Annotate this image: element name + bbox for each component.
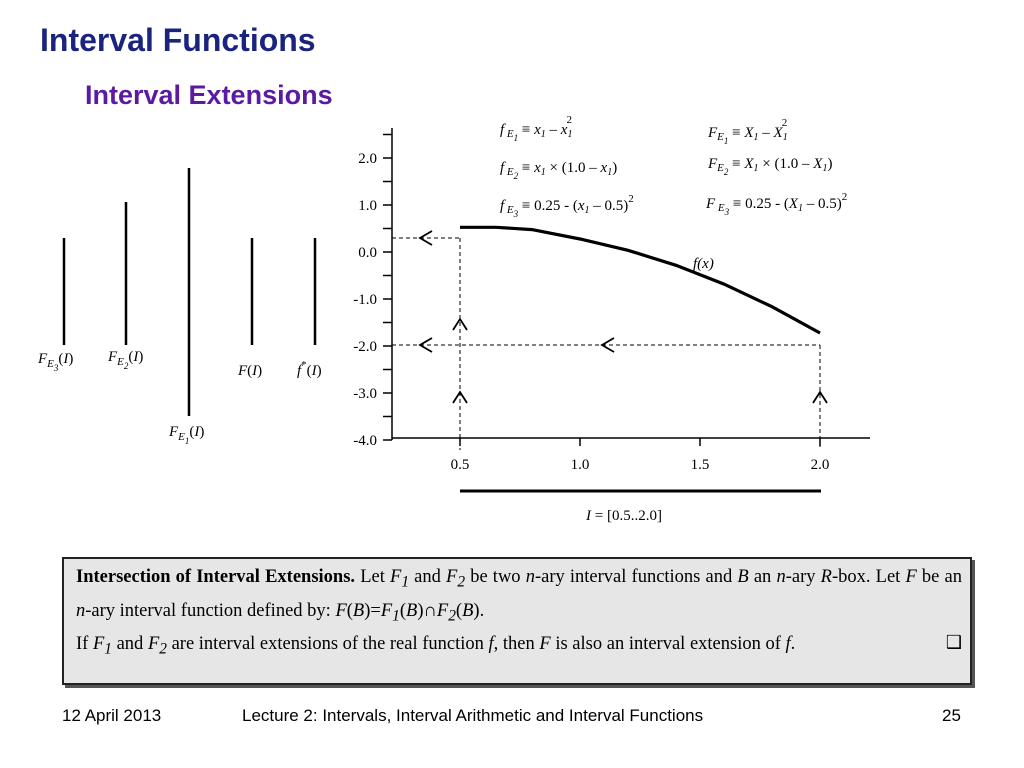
y-tick-label: 2.0: [358, 151, 377, 167]
x-tick-label: 2.0: [811, 457, 830, 473]
formula-FE1: FE1 ≡ X1 – X12: [707, 117, 788, 146]
y-ticks: 2.0 1.0 0.0 -1.0 -2.0 -3.0 -4.0: [353, 133, 392, 449]
theorem-text: is also an interval extension of: [550, 634, 786, 655]
theorem-var: n: [776, 567, 786, 587]
theorem-var: n: [525, 567, 535, 587]
theorem-var: n: [76, 600, 86, 621]
footer-date: 12 April 2013: [62, 706, 162, 725]
theorem-text: an: [748, 567, 777, 587]
theorem-definition: F(B)=F1(B)∩F2(B).: [335, 600, 485, 625]
theorem-var: F: [539, 634, 551, 655]
theorem-text: are interval extensions of the real func…: [166, 634, 489, 655]
label-fstar: f*(I): [297, 359, 322, 379]
label-fe3: FE3(I): [37, 351, 73, 373]
theorem-var: R: [820, 567, 832, 587]
formula-fe1: f E1 ≡ x1 – x12: [500, 114, 572, 143]
curve-label: f(x): [693, 256, 714, 272]
label-fe1: FE1(I): [168, 424, 204, 446]
theorem-var: F: [390, 567, 402, 587]
y-tick-label: -1.0: [353, 292, 377, 308]
theorem-text: be an: [916, 567, 962, 587]
theorem-text: -ary interval functions and: [534, 567, 738, 587]
y-tick-label: -4.0: [353, 433, 377, 449]
theorem-sub: 2: [159, 641, 167, 659]
y-tick-label: 1.0: [358, 198, 377, 214]
x-tick-label: 1.5: [691, 457, 710, 473]
function-curve: [460, 225, 821, 335]
theorem-var: F: [446, 567, 458, 587]
theorem-sub: 1: [104, 641, 112, 659]
theorem-var: B: [737, 567, 749, 587]
arrow-up-left-1: [452, 317, 468, 331]
slide-subtitle: Interval Extensions: [85, 80, 333, 110]
theorem-var: f: [488, 634, 494, 655]
footer-page-number: 25: [942, 706, 961, 725]
formula-fe3: f E3 ≡ 0.25 - (x1 – 0.5)2: [500, 193, 634, 219]
arrow-up-left-2: [452, 390, 468, 404]
y-tick-label: 0.0: [358, 245, 377, 261]
theorem-text: and: [409, 567, 447, 587]
arrow-up-right: [812, 390, 828, 404]
x-tick-label: 0.5: [451, 457, 470, 473]
theorem-var: F: [147, 634, 160, 655]
x-ticks: 0.5 1.0 1.5 2.0: [451, 438, 830, 473]
x-tick-label: 1.0: [571, 457, 590, 473]
y-tick-label: -3.0: [353, 386, 377, 402]
theorem-text: .: [790, 634, 796, 655]
theorem-sub: 1: [401, 573, 410, 591]
theorem-sub: 2: [457, 573, 466, 591]
arrow-left-bottom: [418, 337, 433, 353]
theorem-var: F: [92, 634, 105, 655]
interval-axis-label: I = [0.5..2.0]: [585, 508, 662, 524]
theorem-text: -box. Let: [831, 567, 906, 587]
y-tick-label: -2.0: [353, 339, 377, 355]
theorem-text: Let: [355, 567, 390, 587]
label-f: F(I): [237, 363, 262, 379]
theorem-text: and: [111, 634, 148, 655]
theorem-text: -ary: [785, 567, 821, 587]
theorem-text: be two: [465, 567, 526, 587]
formula-FE3: F E3 ≡ 0.25 - (X1 – 0.5)2: [705, 191, 847, 217]
arrow-left-top: [418, 230, 433, 246]
slide-title: Interval Functions: [40, 22, 316, 58]
label-fe2: FE2(I): [107, 349, 143, 371]
theorem-var: F: [905, 567, 917, 587]
theorem-box: Intersection of Interval Extensions. Let…: [62, 557, 972, 685]
theorem-var: f: [785, 634, 791, 655]
footer-lecture-title: Lecture 2: Intervals, Interval Arithmeti…: [242, 706, 704, 725]
theorem-text: -ary interval function defined by:: [85, 600, 336, 621]
formula-fe2: f E2 ≡ x1 × (1.0 – x1): [500, 160, 617, 181]
theorem-heading: Intersection of Interval Extensions.: [76, 567, 356, 587]
qed-box-icon: ❑: [945, 632, 962, 654]
theorem-text: , then: [493, 634, 540, 655]
arrow-left-mid: [600, 337, 615, 353]
formula-FE2: FE2 ≡ X1 × (1.0 – X1): [707, 156, 832, 177]
theorem-text: If: [76, 634, 93, 655]
arrow-heads: [418, 230, 828, 404]
